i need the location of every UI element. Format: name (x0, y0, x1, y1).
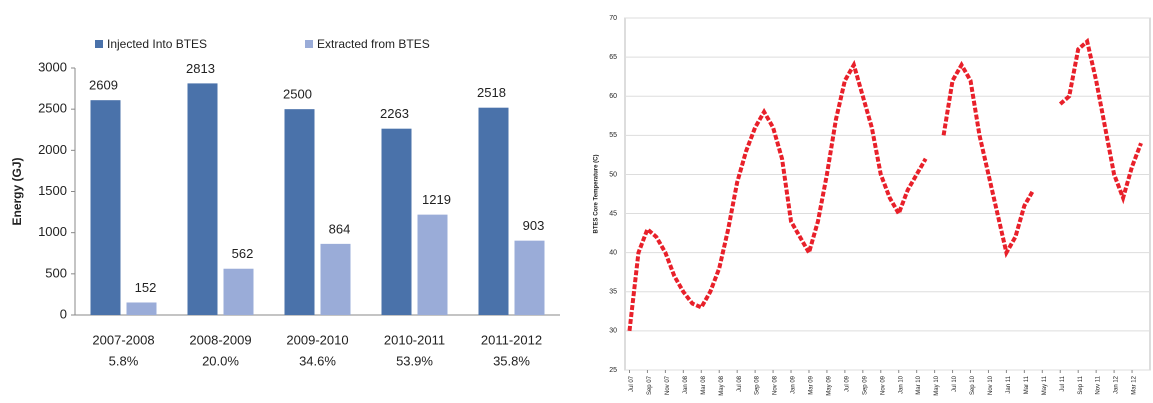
x-tick-label: 2009-2010 (286, 332, 348, 347)
x-tick-label: May 09 (827, 375, 833, 395)
value-label: 2518 (477, 85, 506, 100)
value-label: 1219 (422, 192, 451, 207)
x-tick-label: 2008-2009 (189, 332, 251, 347)
legend-label: Extracted from BTES (317, 37, 430, 51)
x-tick-label: Nov 08 (773, 375, 779, 395)
value-label: 903 (523, 218, 545, 233)
y-tick-label: 1500 (38, 183, 67, 198)
x-tick-label: Jul 08 (737, 375, 743, 392)
y-tick-label: 1000 (38, 224, 67, 239)
legend-swatch (305, 40, 313, 48)
x-tick-label: May 08 (719, 375, 725, 395)
bar (381, 128, 412, 315)
x-tick-label: Sep 08 (755, 375, 761, 395)
y-tick-label: 500 (45, 265, 67, 280)
y-tick-label: 2500 (38, 101, 67, 116)
bar (320, 243, 351, 315)
value-label: 864 (329, 221, 351, 236)
temperature-line (627, 37, 1143, 332)
y-tick-label: 35 (609, 289, 617, 296)
x-tick-label: Jan 08 (683, 375, 689, 394)
x-tick-label: Sep 10 (970, 375, 976, 395)
x-tick-label: Jan 12 (1114, 375, 1120, 394)
x-tick-sublabel: 5.8% (109, 353, 139, 368)
x-tick-label: Mar 09 (809, 375, 815, 394)
x-tick-label: Nov 09 (880, 375, 886, 395)
value-label: 152 (135, 280, 157, 295)
x-tick-label: Sep 11 (1078, 375, 1084, 394)
x-tick-label: Jul 10 (952, 375, 958, 392)
x-tick-sublabel: 20.0% (202, 353, 239, 368)
x-tick-label: Sep 09 (862, 375, 868, 395)
bar (223, 268, 254, 315)
x-tick-sublabel: 53.9% (396, 353, 433, 368)
value-label: 2813 (186, 61, 215, 76)
x-tick-label: Mar 12 (1132, 375, 1138, 394)
y-tick-label: 2000 (38, 142, 67, 157)
x-tick-label: May 11 (1042, 375, 1048, 395)
bar (90, 100, 121, 315)
y-tick-label: 50 (609, 171, 617, 178)
x-tick-label: Jul 11 (1060, 375, 1066, 391)
y-tick-label: 70 (609, 15, 617, 22)
x-tick-label: Jan 09 (791, 375, 797, 394)
y-tick-label: 65 (609, 54, 617, 61)
x-tick-label: Jan 10 (898, 375, 904, 394)
x-tick-label: Nov 10 (988, 375, 994, 395)
y-tick-label: 25 (609, 367, 617, 374)
y-tick-label: 55 (609, 132, 617, 139)
x-tick-sublabel: 34.6% (299, 353, 336, 368)
y-tick-label: 30 (609, 328, 617, 335)
x-tick-label: Sep 07 (647, 375, 653, 395)
bar (187, 83, 218, 315)
bar (417, 214, 448, 315)
x-tick-label: Nov 11 (1096, 375, 1102, 394)
x-tick-label: Mar 08 (701, 375, 707, 394)
value-label: 2263 (380, 106, 409, 121)
bar (478, 107, 509, 316)
x-tick-label: Mar 10 (916, 375, 922, 394)
x-tick-label: Jul 07 (629, 375, 635, 392)
value-label: 562 (232, 246, 254, 261)
bar (514, 240, 545, 315)
legend-swatch (95, 40, 103, 48)
x-tick-label: 2007-2008 (92, 332, 154, 347)
value-label: 2609 (89, 78, 118, 93)
y-axis-label: BTES Core Temperature (C) (594, 155, 600, 234)
x-tick-sublabel: 35.8% (493, 353, 530, 368)
bar (284, 109, 315, 316)
bar (126, 302, 157, 315)
y-axis-label: Energy (GJ) (10, 157, 24, 225)
y-tick-label: 3000 (38, 59, 67, 74)
x-tick-label: Nov 07 (665, 375, 671, 395)
value-label: 2500 (283, 87, 312, 102)
x-tick-label: Jul 09 (844, 375, 850, 392)
x-tick-label: May 10 (934, 375, 940, 395)
y-tick-label: 60 (609, 93, 617, 100)
x-tick-label: Jan 11 (1006, 375, 1012, 393)
y-tick-label: 0 (60, 306, 67, 321)
x-tick-label: Mar 11 (1024, 375, 1030, 394)
y-tick-label: 40 (609, 250, 617, 257)
y-tick-label: 45 (609, 210, 617, 217)
x-tick-label: 2010-2011 (384, 332, 445, 347)
x-tick-label: 2011-2012 (481, 332, 542, 347)
legend-label: Injected Into BTES (107, 37, 207, 51)
